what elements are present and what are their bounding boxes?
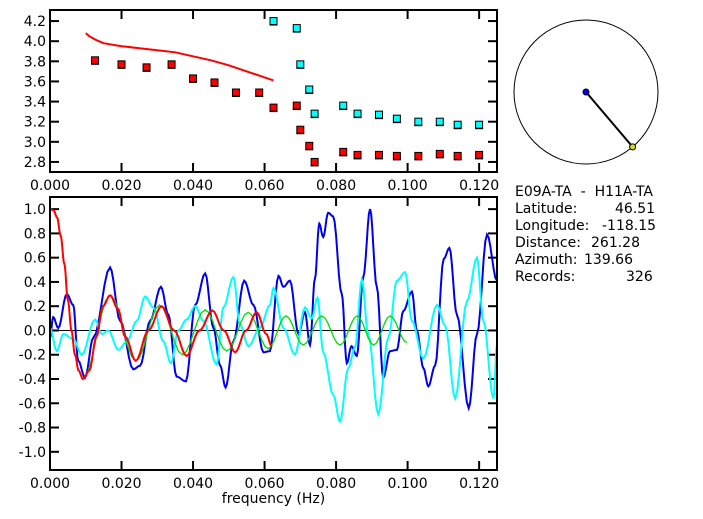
- data-point: [353, 150, 362, 159]
- y-tick-label: 0.0: [24, 323, 46, 339]
- data-point: [189, 74, 198, 83]
- data-point: [91, 56, 100, 65]
- x-tick-label: 0.000: [30, 476, 70, 492]
- y-tick-label: -0.8: [19, 421, 46, 437]
- data-point: [475, 150, 484, 159]
- plot-frame: [49, 9, 498, 173]
- data-point: [475, 120, 484, 129]
- data-point: [305, 85, 314, 94]
- data-point: [142, 63, 151, 72]
- data-point: [167, 60, 176, 69]
- series-line-0: [85, 32, 274, 82]
- y-tick-label: 0.2: [24, 299, 46, 315]
- data-point: [231, 88, 240, 97]
- y-tick-label: 3.8: [24, 54, 46, 70]
- distance-label: Distance:: [515, 235, 581, 251]
- series-group: [50, 208, 497, 424]
- x-tick-label: 0.020: [101, 476, 141, 492]
- y-tick-label: -0.2: [19, 348, 46, 364]
- data-point: [435, 117, 444, 126]
- data-point: [339, 101, 348, 110]
- latitude-label: Latitude:: [515, 201, 578, 217]
- data-point: [296, 125, 305, 134]
- data-point: [374, 110, 383, 119]
- data-point: [292, 24, 301, 33]
- data-point: [435, 149, 444, 158]
- series-line-0: [50, 208, 497, 412]
- station-pair-title: E09A-TA - H11A-TA: [515, 184, 654, 200]
- data-point: [296, 60, 305, 69]
- data-point: [392, 114, 401, 123]
- data-point: [210, 78, 219, 87]
- data-point: [305, 141, 314, 150]
- source-station-marker: [582, 88, 590, 96]
- x-tick-label: 0.060: [245, 476, 285, 492]
- series-line-1: [50, 255, 497, 424]
- x-tick-label: 0.100: [388, 178, 428, 194]
- data-point: [310, 157, 319, 166]
- data-point: [453, 151, 462, 160]
- data-point: [339, 147, 348, 156]
- records-value: 326: [626, 269, 653, 285]
- data-point: [117, 60, 126, 69]
- y-tick-label: -1.0: [19, 445, 46, 461]
- azimuth-circle: [513, 19, 659, 165]
- series-group: [85, 17, 484, 167]
- series-line-3: [50, 208, 273, 381]
- data-point: [269, 17, 278, 26]
- x-tick-label: 0.080: [316, 178, 356, 194]
- longitude-value: -118.15: [602, 218, 657, 234]
- y-tick-label: 3.2: [24, 115, 46, 131]
- y-tick-label: -0.4: [19, 372, 46, 388]
- x-tick-label: 0.020: [101, 178, 141, 194]
- latitude-value: 46.51: [615, 201, 656, 217]
- correlation-plot: [49, 196, 498, 471]
- x-tick-label: 0.000: [30, 178, 70, 194]
- y-tick-label: 3.0: [24, 135, 46, 151]
- distance-value: 261.28: [591, 235, 640, 251]
- longitude-label: Longitude:: [515, 218, 590, 234]
- y-tick-label: 0.4: [24, 275, 46, 291]
- velocity-plot: [49, 9, 498, 173]
- data-point: [353, 109, 362, 118]
- plot-frame: [49, 196, 498, 471]
- y-tick-label: 3.4: [24, 95, 46, 111]
- x-tick-label: 0.040: [173, 178, 213, 194]
- y-tick-label: 2.8: [24, 155, 46, 171]
- azimuth-label: Azimuth:: [515, 252, 578, 268]
- data-point: [269, 103, 278, 112]
- y-tick-label: 4.0: [24, 34, 46, 50]
- data-point: [292, 101, 301, 110]
- x-tick-label: 0.040: [173, 476, 213, 492]
- data-point: [392, 151, 401, 160]
- data-point: [414, 117, 423, 126]
- records-label: Records:: [515, 269, 576, 285]
- x-tick-label: 0.080: [316, 476, 356, 492]
- receiver-station-marker: [629, 143, 637, 151]
- data-point: [374, 150, 383, 159]
- x-tick-label: 0.120: [459, 178, 499, 194]
- x-axis-label: frequency (Hz): [222, 491, 325, 507]
- y-tick-label: 0.8: [24, 226, 46, 242]
- data-point: [414, 151, 423, 160]
- x-tick-label: 0.120: [459, 476, 499, 492]
- azimuth-value: 139.66: [584, 252, 633, 268]
- y-tick-label: 3.6: [24, 74, 46, 90]
- series-line-2: [82, 294, 408, 380]
- y-tick-label: 4.2: [24, 14, 46, 30]
- y-tick-label: -0.6: [19, 396, 46, 412]
- y-tick-label: 1.0: [24, 202, 46, 218]
- x-tick-label: 0.100: [388, 476, 428, 492]
- data-point: [453, 120, 462, 129]
- data-point: [255, 88, 264, 97]
- y-tick-label: 0.6: [24, 251, 46, 267]
- data-point: [310, 109, 319, 118]
- x-tick-label: 0.060: [245, 178, 285, 194]
- path-line: [585, 91, 634, 148]
